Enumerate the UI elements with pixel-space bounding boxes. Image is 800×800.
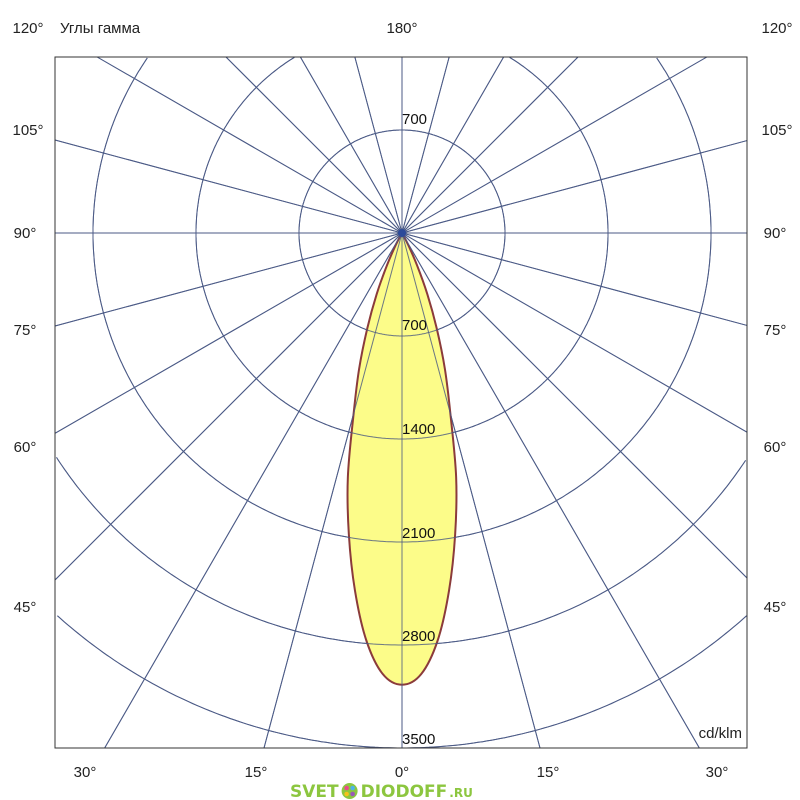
bottom-angle-label: 0° — [395, 764, 409, 781]
grid-radial-line-overlay — [401, 232, 748, 579]
bottom-angle-label: 15° — [245, 764, 268, 781]
grid-radial-line-overlay — [263, 232, 403, 749]
left-angle-label: 120° — [12, 20, 43, 37]
watermark-text-left: SVET — [290, 782, 339, 800]
left-angle-label: 105° — [12, 122, 43, 139]
watermark-text-right: DIODOFF — [361, 782, 448, 800]
grid-ring-overlay — [56, 457, 747, 646]
left-angle-label: 45° — [14, 599, 37, 616]
grid-radial-line-overlay — [299, 56, 403, 234]
bottom-angle-label: 30° — [706, 764, 729, 781]
left-angle-label: 60° — [14, 439, 37, 456]
watermark-ball-icon — [341, 783, 358, 799]
left-angle-labels: 120° 105° 90° 75° 60° 45° — [12, 20, 43, 616]
intensity-curve-group — [54, 56, 748, 749]
bottom-angle-label: 15° — [537, 764, 560, 781]
grid-radial-line-overlay — [104, 232, 403, 749]
ring-label: 700 — [402, 111, 427, 128]
grid-radial-line-overlay — [401, 140, 748, 234]
grid-radial-line-overlay — [96, 56, 403, 234]
left-angle-label: 75° — [14, 322, 37, 339]
bottom-angle-label: 30° — [74, 764, 97, 781]
grid-radial-line-overlay — [401, 56, 708, 234]
grid-radial-line-overlay — [354, 56, 403, 234]
grid-radial-line-overlay — [54, 232, 403, 434]
watermark-suffix: .RU — [449, 786, 473, 800]
grid-radial-line-overlay — [54, 232, 403, 581]
center-dot — [398, 229, 406, 237]
grid-radial-line-overlay — [401, 232, 541, 749]
bottom-angle-labels: 30° 15° 0° 15° 30° — [74, 764, 729, 781]
ring-label: 1400 — [402, 421, 435, 438]
grid-radial-line-overlay — [401, 56, 579, 234]
grid-ring-overlay — [92, 57, 712, 543]
grid-radial-line-overlay — [401, 56, 450, 234]
right-angle-label: 75° — [764, 322, 787, 339]
left-angle-label: 90° — [14, 225, 37, 242]
grid-radial-line-overlay — [54, 139, 403, 234]
watermark-logo: SVET DIODOFF .RU — [290, 782, 473, 800]
grid-radial-line-overlay — [401, 232, 748, 433]
top-angle-label: 180° — [386, 20, 417, 37]
ring-label: 2100 — [402, 525, 435, 542]
grid-radial-line-overlay — [401, 56, 505, 234]
ring-label: 3500 — [402, 731, 435, 748]
plot-frame — [54, 56, 748, 749]
grid-radial-line-overlay — [54, 232, 403, 327]
right-angle-label: 90° — [764, 225, 787, 242]
grid-ring-overlay — [195, 56, 609, 440]
ring-label: 700 — [402, 317, 427, 334]
grid-radial-line-overlay — [225, 56, 403, 234]
right-angle-label: 120° — [761, 20, 792, 37]
grid-overlay — [54, 56, 748, 749]
unit-label: cd/klm — [699, 725, 742, 742]
right-angle-labels: 120° 105° 90° 75° 60° 45° — [761, 20, 792, 616]
grid-radial-line-overlay — [401, 232, 700, 749]
right-angle-label: 105° — [761, 122, 792, 139]
ring-label: 2800 — [402, 628, 435, 645]
grid-radial-line-overlay — [401, 232, 748, 326]
chart-title: Углы гамма — [60, 20, 141, 37]
right-angle-label: 60° — [764, 439, 787, 456]
right-angle-label: 45° — [764, 599, 787, 616]
ring-labels: 700 700 1400 2100 2800 3500 — [402, 111, 435, 748]
